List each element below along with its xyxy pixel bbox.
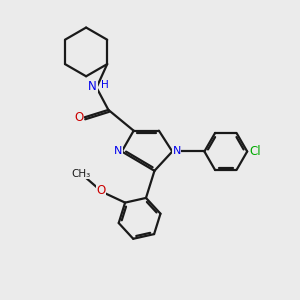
Text: N: N (172, 146, 181, 157)
Text: CH₃: CH₃ (72, 169, 91, 179)
Text: Cl: Cl (250, 145, 261, 158)
Text: N: N (114, 146, 122, 157)
Text: N: N (88, 80, 97, 93)
Text: O: O (96, 184, 105, 197)
Text: H: H (101, 80, 109, 90)
Text: O: O (75, 111, 84, 124)
